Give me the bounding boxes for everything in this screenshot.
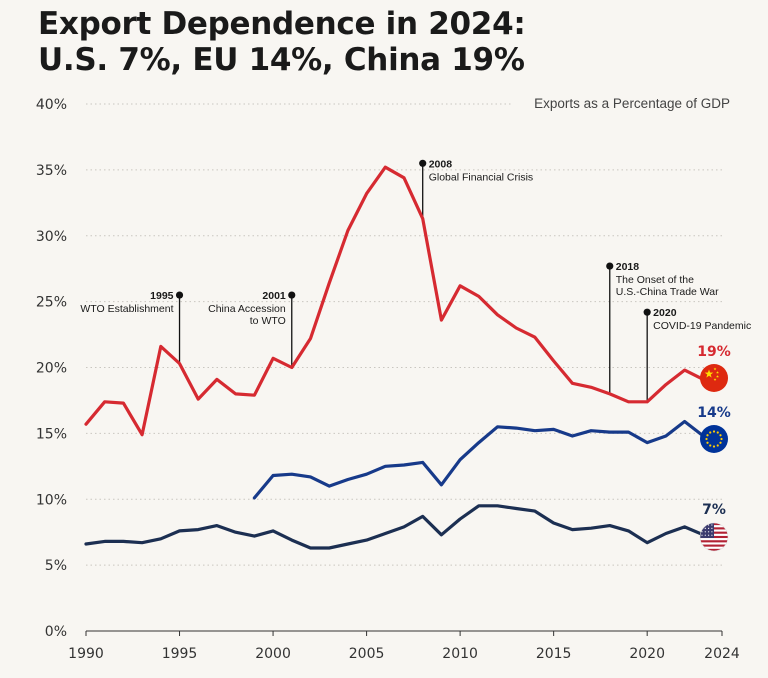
flag-star	[709, 431, 712, 434]
annotation-dot	[175, 291, 184, 299]
annotation-text: U.S.-China Trade War	[616, 286, 719, 298]
y-tick-label: 0%	[45, 624, 67, 640]
flag-stripe	[700, 546, 728, 550]
y-tick-label: 25%	[36, 295, 67, 311]
x-tick-label: 1995	[162, 646, 198, 662]
annotation-year: 2020	[653, 307, 677, 319]
flag-border	[699, 522, 729, 552]
end-label-us: 7%	[702, 502, 726, 518]
chart-subtitle: Exports as a Percentage of GDP	[534, 96, 730, 111]
x-tick-label: 2024	[704, 646, 740, 662]
flag-star	[706, 434, 709, 437]
annotation-text: WTO Establishment	[80, 303, 173, 315]
us-flag	[699, 522, 729, 552]
flag-star	[704, 369, 714, 378]
annotation-dot	[288, 291, 296, 299]
flag-star	[711, 524, 713, 526]
flag-star	[720, 437, 723, 441]
y-tick-label: 5%	[45, 558, 67, 574]
chart-title: Export Dependence in 2024: U.S. 7%, EU 1…	[38, 6, 738, 78]
flag-stripe	[700, 542, 728, 545]
flag-star	[712, 445, 716, 448]
flag-star	[708, 524, 710, 526]
flag-star	[711, 531, 713, 533]
y-tick-label: 30%	[36, 229, 67, 245]
flag-star	[701, 524, 703, 526]
flag-star	[701, 531, 703, 533]
series-line-us	[84, 504, 724, 550]
flag-star	[716, 371, 719, 374]
y-tick-label: 10%	[36, 492, 67, 508]
flag-star	[716, 375, 719, 378]
x-tick-label: 2015	[536, 646, 572, 662]
x-tick-label: 2005	[349, 646, 385, 662]
annotation-text: to WTO	[250, 315, 286, 327]
series-line-china	[84, 165, 724, 437]
x-tick-label: 2010	[442, 646, 478, 662]
end-label-china: 19%	[697, 344, 731, 360]
x-tick-label: 1990	[68, 646, 104, 662]
y-tick-label: 35%	[36, 163, 67, 179]
flag-stripe	[700, 538, 728, 541]
flag-star	[708, 534, 710, 536]
series-line-eu	[252, 419, 724, 500]
annotation-dot	[606, 262, 614, 270]
annotation-text: Global Financial Crisis	[429, 171, 533, 183]
annotation-dot	[419, 159, 427, 167]
annotation-year: 2001	[262, 290, 286, 302]
flag-star	[709, 444, 712, 447]
flag-star	[705, 437, 708, 441]
y-tick-label: 15%	[36, 426, 67, 442]
flag-star	[708, 527, 710, 529]
flag-star	[719, 441, 722, 444]
annotation-text: China Accession	[208, 303, 286, 315]
china-flag	[700, 364, 728, 392]
flag-stripe	[700, 544, 728, 547]
flag-star	[701, 534, 703, 536]
annotation-text: The Onset of the	[616, 274, 694, 286]
flag-star	[711, 527, 713, 529]
flag-star	[713, 367, 717, 371]
flag-background	[700, 364, 728, 392]
y-axis: 0% 5% 10% 15% 20% 25% 30% 35% 40%	[36, 97, 67, 640]
flag-star	[704, 527, 706, 529]
annotation-year: 2008	[429, 158, 453, 170]
annotation-text: COVID-19 Pandemic	[653, 320, 751, 332]
annotation-year: 1995	[150, 290, 174, 302]
end-label-eu: 14%	[697, 405, 731, 421]
flag-star	[716, 431, 719, 434]
flag-background	[700, 425, 728, 453]
flag-star	[716, 444, 719, 447]
grid-lines	[86, 103, 722, 632]
flag-star	[712, 430, 716, 433]
flag-stripe	[700, 540, 728, 543]
flag-star	[713, 378, 717, 381]
x-tick-label: 2020	[629, 646, 665, 662]
flag-stripe	[700, 548, 728, 551]
annotation-dot	[643, 308, 651, 316]
series-lines	[84, 165, 724, 550]
flag-star	[706, 441, 709, 444]
x-axis: 1990 1995 2000 2005 2010 2015 2020 2024	[68, 631, 740, 662]
flag-star	[719, 434, 722, 437]
end-labels: 19% 14% 7%	[697, 344, 731, 552]
annotation-year: 2018	[616, 261, 640, 273]
y-tick-label: 20%	[36, 361, 67, 377]
flag-star	[704, 531, 706, 533]
flag-star	[711, 534, 713, 536]
flag-star	[708, 531, 710, 533]
y-tick-label: 40%	[36, 97, 67, 113]
eu-flag	[700, 425, 728, 453]
flag-star	[704, 534, 706, 536]
x-tick-label: 2000	[255, 646, 291, 662]
title-line-1: Export Dependence in 2024:	[38, 6, 526, 42]
title-line-2: U.S. 7%, EU 14%, China 19%	[38, 42, 525, 78]
